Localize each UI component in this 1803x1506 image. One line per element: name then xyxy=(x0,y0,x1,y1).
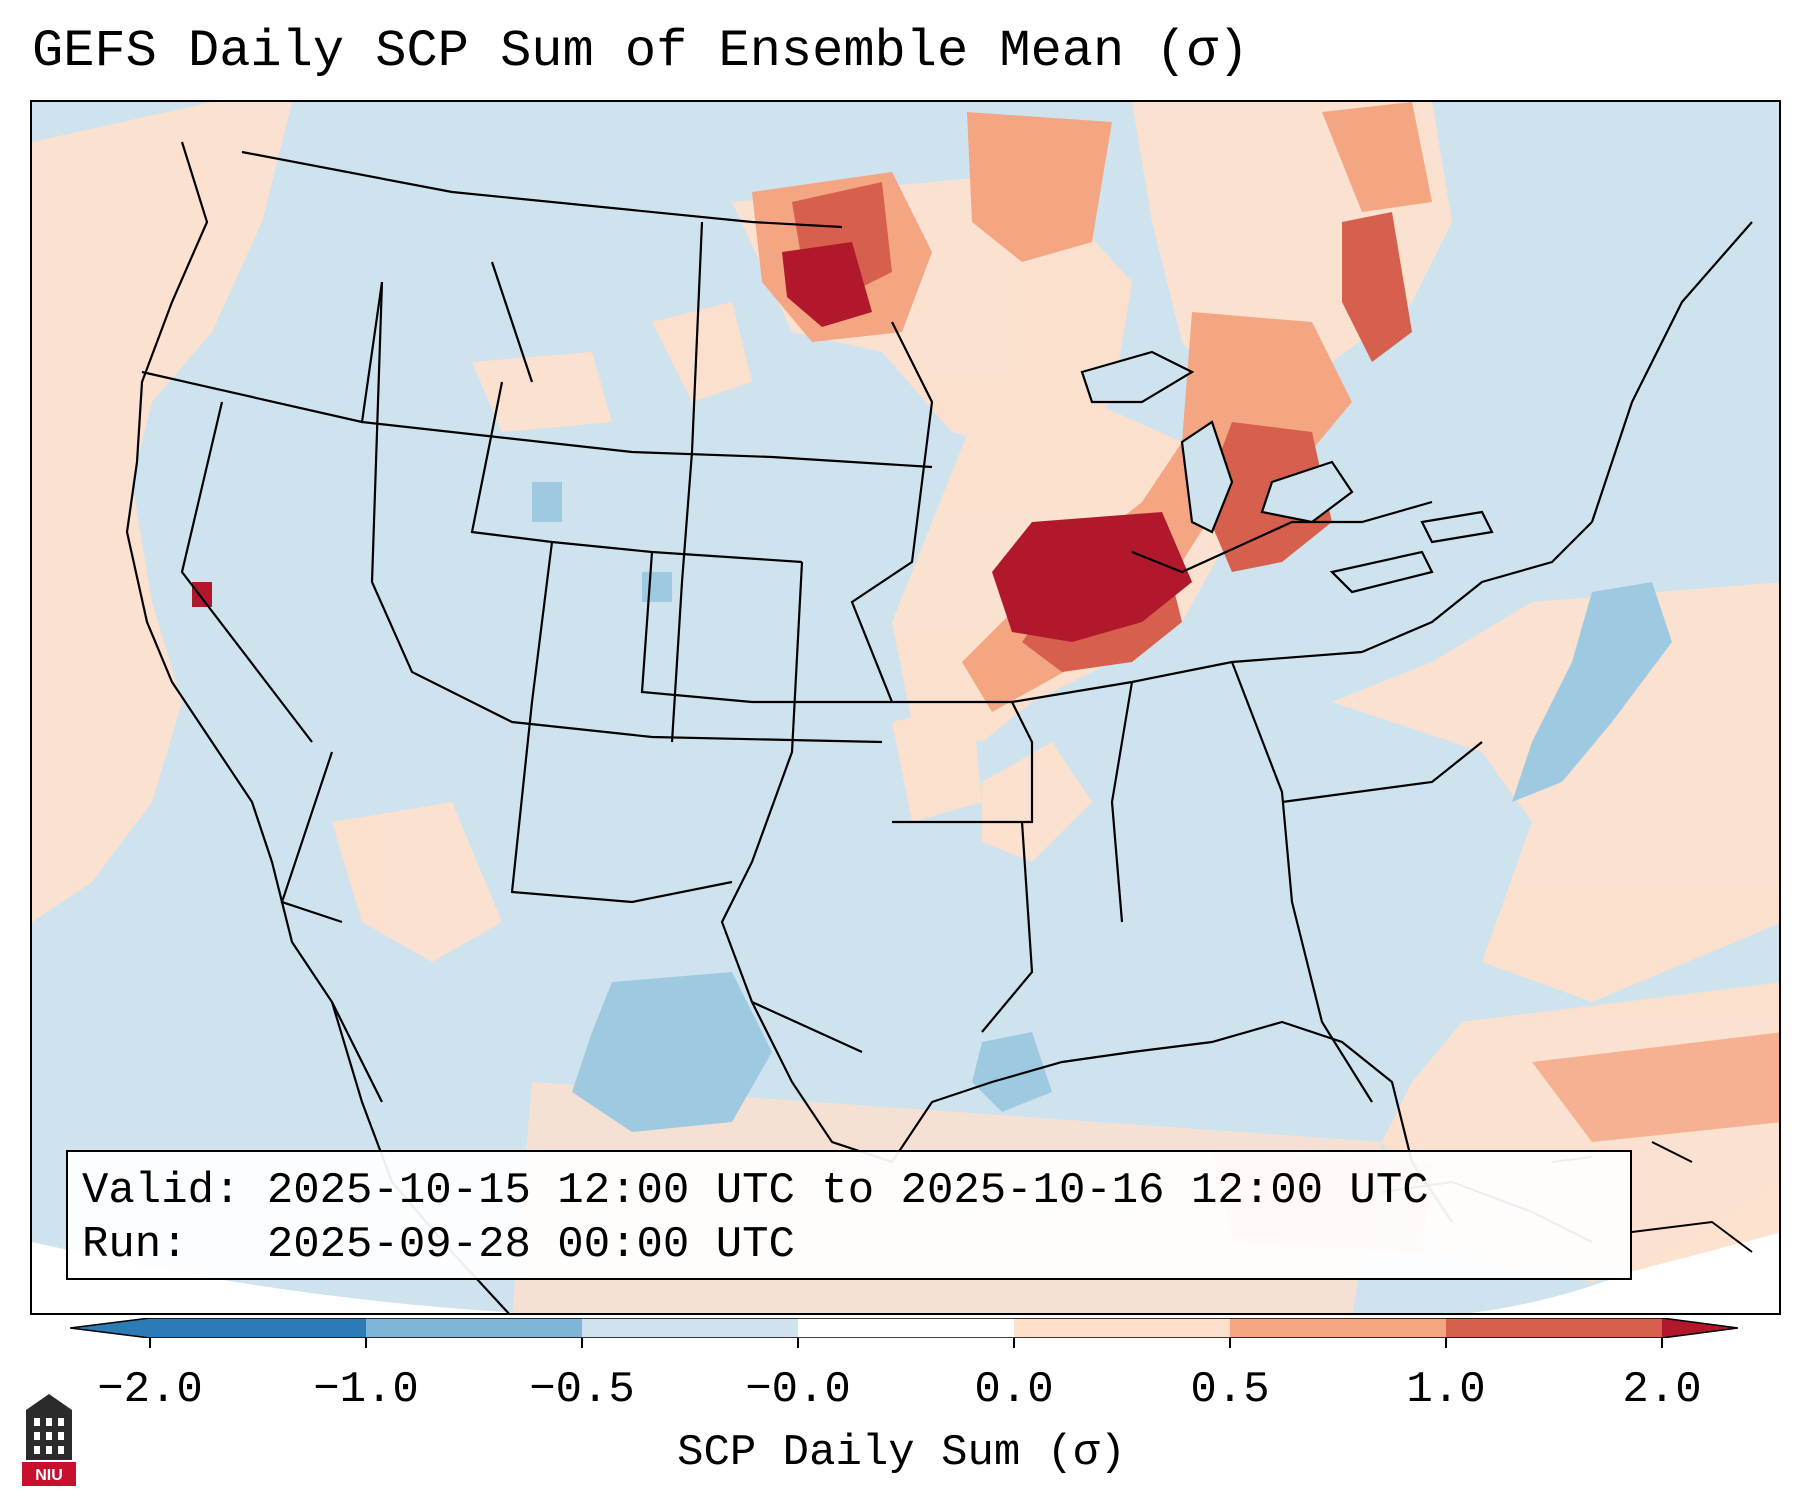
colorbar-tick-label: 0.0 xyxy=(974,1365,1054,1415)
colorbar-tick-label: −1.0 xyxy=(313,1365,419,1415)
colorbar-segment xyxy=(582,1318,798,1338)
colorbar-tick-label: −0.5 xyxy=(529,1365,635,1415)
colorbar-tick-mark xyxy=(1013,1338,1015,1348)
colorbar-tick-mark xyxy=(797,1338,799,1348)
colorbar-tick-mark xyxy=(581,1338,583,1348)
map-title: GEFS Daily SCP Sum of Ensemble Mean (σ) xyxy=(32,22,1249,81)
colorbar-label: SCP Daily Sum (σ) xyxy=(677,1428,1126,1478)
colorbar-tick-label: −0.0 xyxy=(745,1365,851,1415)
logo-text: NIU xyxy=(35,1467,63,1484)
valid-run-info-box: Valid: 2025-10-15 12:00 UTC to 2025-10-1… xyxy=(66,1150,1632,1280)
colorbar-tick-label: 2.0 xyxy=(1622,1365,1702,1415)
colorbar-tick-label: 0.5 xyxy=(1190,1365,1270,1415)
anomaly-field-negative xyxy=(532,482,1672,1132)
colorbar-tick-mark xyxy=(149,1338,151,1348)
great-lakes xyxy=(1080,350,1494,594)
colorbar-segment xyxy=(1014,1318,1230,1338)
colorbar-tick-mark xyxy=(1445,1338,1447,1348)
colorbar-segment xyxy=(1230,1318,1446,1338)
colorbar-segment xyxy=(366,1318,582,1338)
political-boundaries xyxy=(125,141,1753,1313)
run-time: 2025-09-28 00:00 UTC xyxy=(266,1220,795,1270)
colorbar-segment xyxy=(1446,1318,1662,1338)
colorbar-tick-mark xyxy=(1661,1338,1663,1348)
colorbar-segment xyxy=(150,1318,366,1338)
colorbar-segment xyxy=(1662,1318,1738,1338)
colorbar-segment xyxy=(798,1318,1014,1338)
anomaly-field-extreme-positive xyxy=(192,242,1192,642)
run-label: Run: xyxy=(82,1220,188,1270)
colorbar-tick-mark xyxy=(1229,1338,1231,1348)
map-panel[interactable] xyxy=(30,100,1781,1315)
valid-time-range: 2025-10-15 12:00 UTC to 2025-10-16 12:00… xyxy=(266,1166,1429,1216)
colorbar-segment xyxy=(70,1318,150,1338)
niu-logo: NIU xyxy=(22,1394,76,1486)
colorbar-tick-label: −2.0 xyxy=(97,1365,203,1415)
colorbar-tick-label: 1.0 xyxy=(1406,1365,1486,1415)
projection-edge xyxy=(1471,1185,1779,1313)
map-canvas xyxy=(32,102,1779,1313)
colorbar-tick-mark xyxy=(365,1338,367,1348)
valid-label: Valid: xyxy=(82,1166,241,1216)
projection-edge xyxy=(32,1242,523,1313)
colorbar xyxy=(70,1318,1738,1338)
